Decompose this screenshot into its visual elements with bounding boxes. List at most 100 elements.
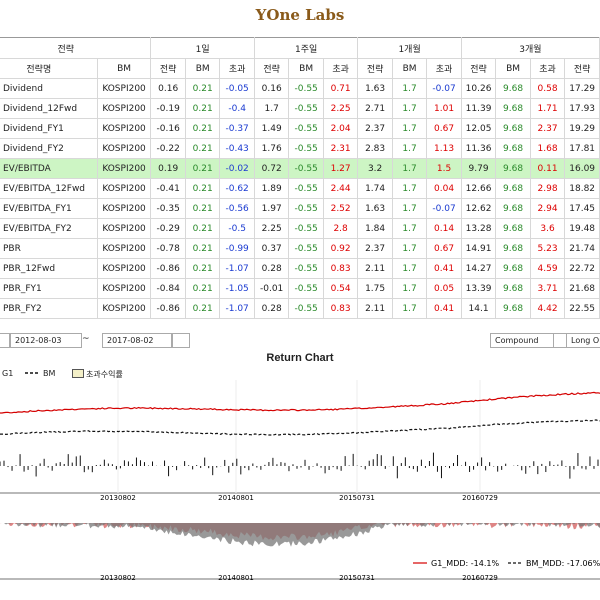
- value-cell: 3.71: [529, 278, 566, 299]
- strategy-name-cell: EV/EBITDA: [0, 158, 98, 179]
- table-row[interactable]: PBR KOSPI200 -0.78 0.21 -0.99 0.37 -0.55 0.92 2.…: [0, 238, 600, 259]
- value-cell: -0.99: [219, 238, 255, 259]
- table-row[interactable]: PBR_12Fwd KOSPI200 -0.86 0.21 -1.07 0.28 -0.55…: [0, 258, 600, 279]
- column-header[interactable]: 초과: [529, 58, 566, 79]
- column-header[interactable]: 초과: [322, 58, 359, 79]
- value-cell: 1.68: [529, 138, 566, 159]
- value-cell: -0.43: [219, 138, 255, 159]
- strategy-name-cell: EV/EBITDA_FY1: [0, 198, 98, 219]
- column-header[interactable]: 전략: [564, 58, 600, 79]
- table-row[interactable]: Dividend_FY2 KOSPI200 -0.22 0.21 -0.43 1.76 -0…: [0, 138, 600, 159]
- date-range-separator: ~: [82, 334, 90, 344]
- strategy-grid[interactable]: 전략 1일 1주일 1개월 3개월 전략명 BM 전략 BM 초과 전략 BM 초과 전략 BM 초…: [0, 37, 600, 320]
- column-header[interactable]: 초과: [426, 58, 462, 79]
- value-cell: 12.62: [460, 198, 497, 219]
- value-cell: 11.36: [460, 138, 497, 159]
- value-cell: 1.7: [391, 278, 428, 299]
- value-cell: 21.74: [564, 238, 600, 259]
- value-cell: 13.28: [460, 218, 497, 239]
- value-cell: 0.21: [184, 298, 221, 319]
- table-row[interactable]: EV/EBITDA_FY1 KOSPI200 -0.35 0.21 -0.56 1.97-…: [0, 198, 600, 219]
- bm-return-line: [0, 419, 600, 436]
- column-header[interactable]: BM: [288, 58, 324, 79]
- column-header[interactable]: 전략: [460, 58, 497, 79]
- value-cell: 0.83: [322, 298, 359, 319]
- value-cell: 2.11: [357, 298, 393, 319]
- value-cell: 1.7: [391, 158, 428, 179]
- position-select[interactable]: Long On: [566, 333, 600, 348]
- value-cell: 9.68: [495, 118, 531, 139]
- table-row[interactable]: PBR_FY1 KOSPI200 -0.84 0.21 -1.05 -0.01 -0.55 0…: [0, 278, 600, 299]
- value-cell: 1.71: [529, 98, 566, 119]
- value-cell: 17.81: [564, 138, 600, 159]
- column-header[interactable]: BM: [96, 58, 152, 79]
- column-header[interactable]: 전략: [357, 58, 393, 79]
- value-cell: -1.07: [219, 298, 255, 319]
- value-cell: -0.55: [288, 218, 324, 239]
- value-cell: -0.19: [150, 98, 186, 119]
- column-header[interactable]: BM: [184, 58, 221, 79]
- group-header-1m: 1개월: [357, 37, 462, 59]
- value-cell: 1.7: [391, 298, 428, 319]
- column-header[interactable]: BM: [391, 58, 428, 79]
- value-cell: -0.05: [219, 78, 255, 99]
- value-cell: 2.25: [253, 218, 290, 239]
- value-cell: 1.49: [253, 118, 290, 139]
- start-date-picker-button[interactable]: [0, 333, 10, 348]
- table-row[interactable]: EV/EBITDA_FY2 KOSPI200 -0.29 0.21 -0.5 2.25 -0…: [0, 218, 600, 239]
- value-cell: 0.71: [322, 78, 359, 99]
- value-cell: 0.28: [253, 258, 290, 279]
- value-cell: 1.7: [253, 98, 290, 119]
- value-cell: 3.6: [529, 218, 566, 239]
- value-cell: -0.55: [288, 278, 324, 299]
- value-cell: 0.16: [150, 78, 186, 99]
- value-cell: 1.7: [391, 218, 428, 239]
- column-header[interactable]: 전략: [150, 58, 186, 79]
- table-row[interactable]: Dividend_12Fwd KOSPI200 -0.19 0.21 -0.4 1.7 -0…: [0, 98, 600, 119]
- table-row[interactable]: EV/EBITDA KOSPI200 0.19 0.21 -0.02 0.72 -0.55 1…: [0, 158, 600, 179]
- table-row[interactable]: Dividend KOSPI200 0.16 0.21 -0.05 0.16 -0.55 0.…: [0, 78, 600, 99]
- strategy-name-cell: EV/EBITDA_FY2: [0, 218, 98, 239]
- value-cell: 2.83: [357, 138, 393, 159]
- value-cell: 0.21: [184, 98, 221, 119]
- app-title: YOne Labs: [255, 6, 345, 24]
- table-row[interactable]: PBR_FY2 KOSPI200 -0.86 0.21 -1.07 0.28 -0.55 0.…: [0, 298, 600, 319]
- column-header[interactable]: 전략: [253, 58, 290, 79]
- x-tick-label-top: 20140801: [218, 494, 254, 502]
- strategy-name-cell: PBR_12Fwd: [0, 258, 98, 279]
- value-cell: 0.14: [426, 218, 462, 239]
- group-header-strategy: 전략: [0, 37, 152, 59]
- end-date-picker-button[interactable]: [172, 333, 190, 348]
- value-cell: 9.68: [495, 298, 531, 319]
- column-header[interactable]: 초과: [219, 58, 255, 79]
- value-cell: 3.2: [357, 158, 393, 179]
- value-cell: 1.7: [391, 98, 428, 119]
- value-cell: -0.02: [219, 158, 255, 179]
- date-control-bar: 2012-08-03 ~ 2017-08-02 Compound Long On: [0, 331, 600, 349]
- value-cell: 2.98: [529, 178, 566, 199]
- column-header[interactable]: 전략명: [0, 58, 98, 79]
- x-tick-label-top: 20150731: [339, 494, 375, 502]
- legend-excess-label: 초과수익률: [86, 370, 123, 379]
- table-row[interactable]: Dividend_FY1 KOSPI200 -0.16 0.21 -0.37 1.49 -0…: [0, 118, 600, 139]
- value-cell: -1.07: [219, 258, 255, 279]
- mode-select[interactable]: Compound: [490, 333, 554, 348]
- value-cell: 0.21: [184, 118, 221, 139]
- value-cell: 2.8: [322, 218, 359, 239]
- value-cell: -0.5: [219, 218, 255, 239]
- value-cell: 1.01: [426, 98, 462, 119]
- end-date-input[interactable]: 2017-08-02: [102, 333, 172, 348]
- value-cell: -1.05: [219, 278, 255, 299]
- x-tick-label-bottom: 20140801: [218, 574, 254, 582]
- table-row[interactable]: EV/EBITDA_12Fwd KOSPI200 -0.41 0.21 -0.62 1.8…: [0, 178, 600, 199]
- chart-title: Return Chart: [266, 352, 334, 364]
- value-cell: 0.41: [426, 258, 462, 279]
- column-header[interactable]: BM: [495, 58, 531, 79]
- value-cell: 1.75: [357, 278, 393, 299]
- x-tick-label-top: 20130802: [100, 494, 136, 502]
- group-header-1d: 1일: [150, 37, 255, 59]
- value-cell: 1.7: [391, 238, 428, 259]
- group-header-1w: 1주일: [253, 37, 359, 59]
- start-date-input[interactable]: 2012-08-03: [10, 333, 82, 348]
- strategy-name-cell: EV/EBITDA_12Fwd: [0, 178, 98, 199]
